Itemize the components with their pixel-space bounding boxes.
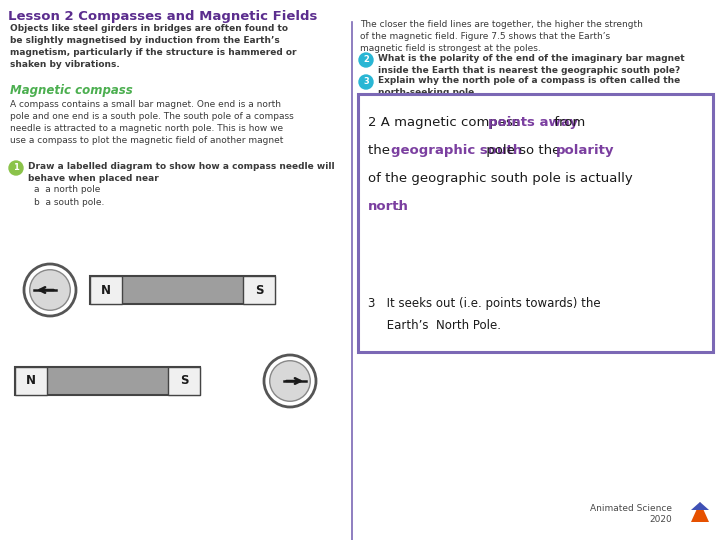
- Text: 2 A magnetic compass: 2 A magnetic compass: [368, 116, 524, 129]
- Text: pole so the: pole so the: [482, 144, 564, 157]
- FancyBboxPatch shape: [243, 276, 275, 304]
- Text: A compass contains a small bar magnet. One end is a north
pole and one end is a : A compass contains a small bar magnet. O…: [10, 100, 294, 145]
- Text: b  a south pole.: b a south pole.: [34, 198, 104, 207]
- Text: The closer the field lines are together, the higher the strength
of the magnetic: The closer the field lines are together,…: [360, 20, 643, 53]
- Text: .: .: [397, 200, 400, 213]
- Text: N: N: [26, 375, 36, 388]
- Text: Draw a labelled diagram to show how a compass needle will
behave when placed nea: Draw a labelled diagram to show how a co…: [28, 162, 335, 183]
- Text: Earth’s  North Pole.: Earth’s North Pole.: [368, 319, 501, 332]
- Circle shape: [9, 161, 23, 175]
- Text: 3   It seeks out (i.e. points towards) the: 3 It seeks out (i.e. points towards) the: [368, 297, 600, 310]
- Text: from: from: [550, 116, 585, 129]
- Text: 1: 1: [13, 164, 19, 172]
- Text: geographic south: geographic south: [391, 144, 522, 157]
- FancyBboxPatch shape: [358, 94, 713, 352]
- Text: polarity: polarity: [556, 144, 615, 157]
- Circle shape: [270, 361, 310, 401]
- FancyBboxPatch shape: [168, 367, 200, 395]
- Circle shape: [264, 355, 316, 407]
- Text: 2: 2: [363, 56, 369, 64]
- Text: a  a north pole: a a north pole: [34, 185, 100, 194]
- Text: points away: points away: [487, 116, 577, 129]
- FancyBboxPatch shape: [15, 367, 47, 395]
- Text: of the geographic south pole is actually: of the geographic south pole is actually: [368, 172, 633, 185]
- Polygon shape: [691, 502, 709, 522]
- FancyBboxPatch shape: [15, 367, 200, 395]
- Text: S: S: [180, 375, 188, 388]
- Circle shape: [359, 53, 373, 67]
- Circle shape: [24, 264, 76, 316]
- FancyBboxPatch shape: [90, 276, 275, 304]
- FancyBboxPatch shape: [90, 276, 122, 304]
- Text: Animated Science
2020: Animated Science 2020: [590, 504, 672, 524]
- Circle shape: [30, 269, 71, 310]
- Text: 3: 3: [363, 78, 369, 86]
- Text: the: the: [368, 144, 395, 157]
- Text: Lesson 2 Compasses and Magnetic Fields: Lesson 2 Compasses and Magnetic Fields: [8, 10, 318, 23]
- Text: N: N: [101, 284, 111, 296]
- Circle shape: [359, 75, 373, 89]
- Text: Explain why the north pole of a compass is often called the
north-seeking pole.: Explain why the north pole of a compass …: [378, 76, 680, 97]
- Text: Objects like steel girders in bridges are often found to
be slightly magnetised : Objects like steel girders in bridges ar…: [10, 24, 297, 70]
- Text: Magnetic compass: Magnetic compass: [10, 84, 132, 97]
- Text: S: S: [255, 284, 264, 296]
- Polygon shape: [691, 502, 709, 510]
- Text: What is the polarity of the end of the imaginary bar magnet
inside the Earth tha: What is the polarity of the end of the i…: [378, 54, 685, 75]
- Text: north: north: [368, 200, 409, 213]
